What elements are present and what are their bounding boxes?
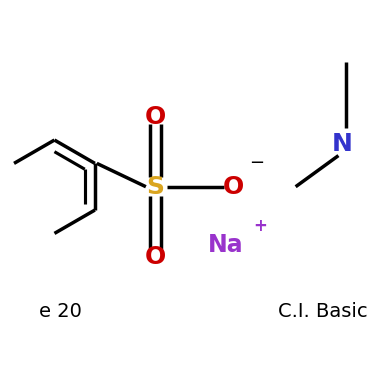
Text: −: − [249, 154, 264, 172]
Text: N: N [332, 132, 353, 156]
Text: O: O [145, 105, 166, 129]
Text: e 20: e 20 [39, 302, 82, 321]
Text: O: O [145, 245, 166, 269]
Text: +: + [254, 217, 268, 235]
Text: Na: Na [208, 233, 244, 257]
Text: O: O [223, 175, 244, 199]
Text: C.I. Basic: C.I. Basic [278, 302, 368, 321]
Text: S: S [147, 175, 165, 199]
